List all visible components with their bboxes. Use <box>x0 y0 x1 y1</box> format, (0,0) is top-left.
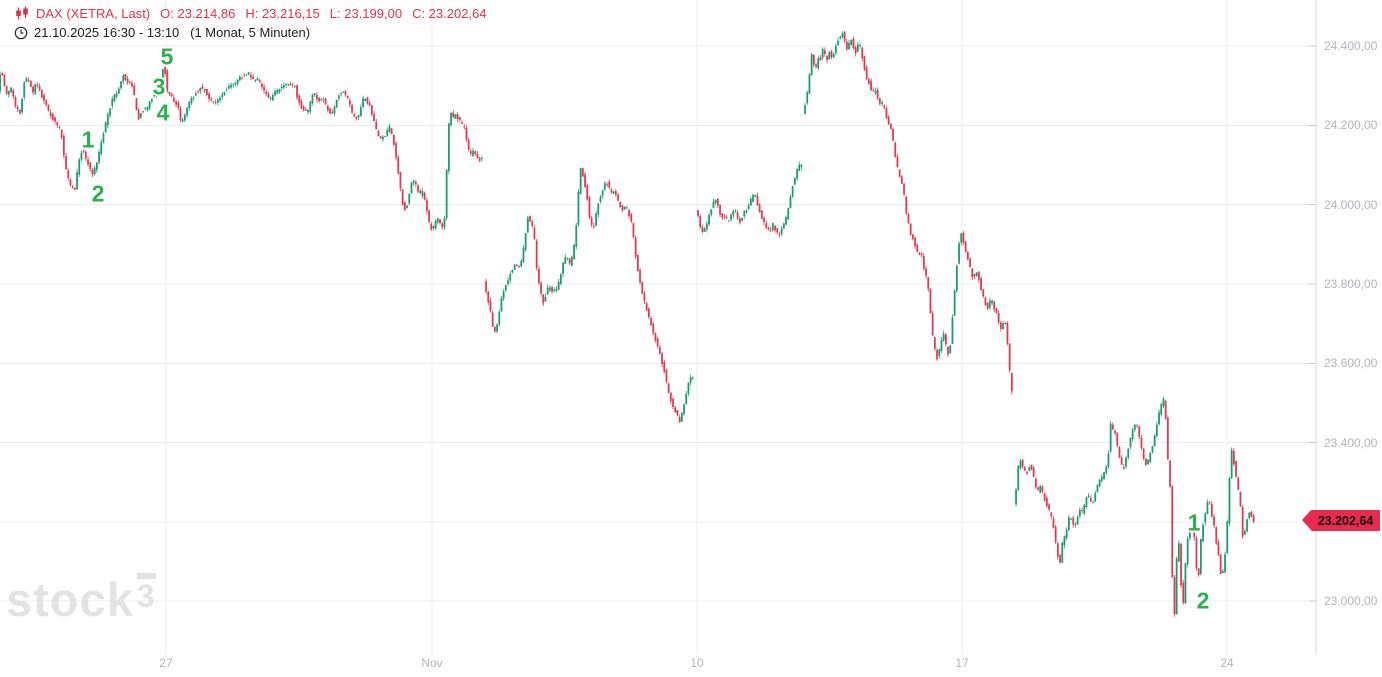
y-axis-label-23800: 23.800,00 <box>1324 276 1378 291</box>
watermark-text: stock <box>6 573 134 626</box>
y-axis-label-24400: 24.400,00 <box>1324 39 1378 53</box>
wave-label-1-5: 1 <box>1187 509 1201 536</box>
wave-label-2-6: 2 <box>1196 587 1210 614</box>
y-axis-label-24200: 24.200,00 <box>1324 118 1378 133</box>
y-axis-label-24000: 24.000,00 <box>1324 197 1378 212</box>
x-axis-label-24: 24 <box>1220 656 1234 670</box>
legend-close: C: 23.202,64 <box>412 6 487 21</box>
last-price-value: 23.202,64 <box>1317 513 1374 528</box>
wave-label-1-0: 1 <box>81 126 95 153</box>
x-axis-label-10: 10 <box>690 656 704 670</box>
timeframe-label[interactable]: 21.10.2025 16:30 - 13:10 (1 Monat, 5 Min… <box>34 25 311 40</box>
candlestick-icon <box>14 6 30 21</box>
y-axis-label-23600: 23.600,00 <box>1324 356 1378 371</box>
grid-lines <box>0 0 1317 655</box>
legend: DAX (XETRA, Last) O: 23.214,86 H: 23.216… <box>14 5 497 41</box>
candles-layer <box>0 30 1255 617</box>
y-axis-label-23400: 23.400,00 <box>1324 435 1378 450</box>
last-price-tag: 23.202,64 <box>1302 510 1380 532</box>
wave-label-5-4: 5 <box>160 43 174 70</box>
legend-time-row: 21.10.2025 16:30 - 13:10 (1 Monat, 5 Min… <box>14 24 497 41</box>
legend-high: H: 23.216,15 <box>245 6 320 21</box>
symbol-label[interactable]: DAX (XETRA, Last) <box>36 6 151 21</box>
legend-open: O: 23.214,86 <box>160 6 236 21</box>
x-axis-label-17: 17 <box>955 656 969 670</box>
legend-low: L: 23.199,00 <box>329 6 403 21</box>
watermark-logo: stock 3 <box>6 572 156 627</box>
wave-label-2-1: 2 <box>91 180 105 207</box>
wave-label-4-3: 4 <box>156 99 170 126</box>
y-axis-label-23000: 23.000,00 <box>1324 594 1378 609</box>
x-axis-label-Nov: Nov <box>421 656 443 670</box>
watermark-sup: 3 <box>136 573 156 612</box>
legend-ohlc-row: DAX (XETRA, Last) O: 23.214,86 H: 23.216… <box>14 5 497 22</box>
x-axis-label-27: 27 <box>159 656 173 670</box>
clock-icon <box>14 26 28 40</box>
wave-label-3-2: 3 <box>152 73 166 100</box>
